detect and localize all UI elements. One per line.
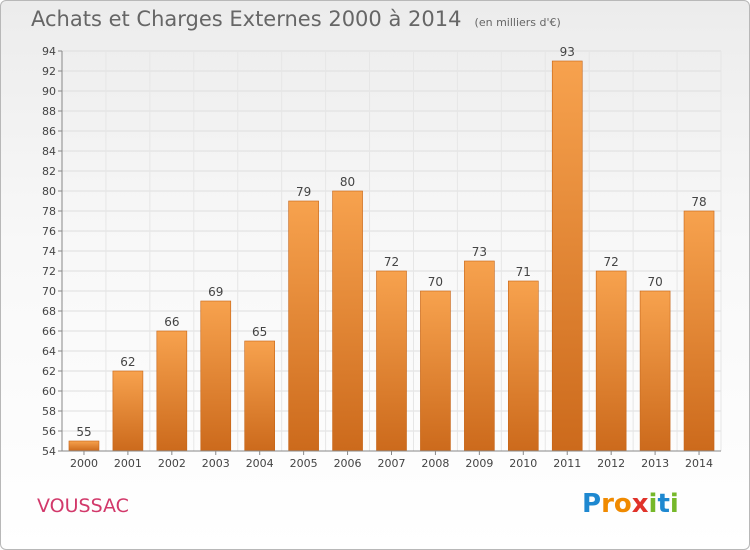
proxiti-logo: Proxiti xyxy=(582,489,679,519)
chart-title: Achats et Charges Externes 2000 à 2014 xyxy=(31,7,462,31)
y-tick-label: 78 xyxy=(42,205,56,218)
bar xyxy=(68,440,100,452)
y-tick-label: 76 xyxy=(42,225,56,238)
y-tick-label: 70 xyxy=(42,285,56,298)
value-label: 71 xyxy=(516,265,531,279)
chart-unit: (en milliers d'€) xyxy=(474,16,561,29)
y-tick-label: 74 xyxy=(42,245,56,258)
value-label: 79 xyxy=(296,185,311,199)
x-tick-label: 2014 xyxy=(685,457,713,470)
y-tick-label: 86 xyxy=(42,125,56,138)
y-tick-label: 72 xyxy=(42,265,56,278)
y-tick-label: 84 xyxy=(42,145,56,158)
bar-layer xyxy=(68,60,715,452)
bar xyxy=(420,290,451,452)
bar xyxy=(507,280,539,452)
x-tick-label: 2009 xyxy=(465,457,493,470)
x-tick-label: 2008 xyxy=(421,457,449,470)
y-tick-label: 90 xyxy=(42,85,56,98)
y-tick-label: 58 xyxy=(42,405,56,418)
value-label: 66 xyxy=(164,315,179,329)
bar xyxy=(244,340,275,452)
value-label: 70 xyxy=(647,275,662,289)
x-tick-label: 2007 xyxy=(378,457,406,470)
bar xyxy=(376,270,407,452)
logo-letter: t xyxy=(657,489,670,519)
value-label: 70 xyxy=(428,275,443,289)
y-tick-label: 60 xyxy=(42,385,56,398)
logo-letter: x xyxy=(631,489,649,519)
bar xyxy=(595,270,627,452)
value-label: 55 xyxy=(76,425,91,439)
y-tick-label: 80 xyxy=(42,185,56,198)
bar xyxy=(639,290,671,452)
commune-name: VOUSSAC xyxy=(37,495,129,517)
x-tick-label: 2013 xyxy=(641,457,669,470)
y-tick-label: 64 xyxy=(42,345,56,358)
x-tick-label: 2002 xyxy=(158,457,186,470)
axis-layer: 54 56 58 60 62 64 66 68 70 72 74 76 78 80 82 84 86 88 90 92… xyxy=(42,45,721,470)
bar xyxy=(683,210,715,452)
value-label: 72 xyxy=(384,255,399,269)
x-tick-label: 2005 xyxy=(290,457,318,470)
bar xyxy=(288,200,319,452)
logo-letter: i xyxy=(669,489,679,519)
x-tick-label: 2012 xyxy=(597,457,625,470)
y-tick-label: 88 xyxy=(42,105,56,118)
x-tick-label: 2006 xyxy=(334,457,362,470)
y-tick-label: 66 xyxy=(42,325,56,338)
value-label: 65 xyxy=(252,325,267,339)
x-tick-label: 2003 xyxy=(202,457,230,470)
value-label: 72 xyxy=(604,255,619,269)
bar xyxy=(332,190,363,452)
y-tick-label: 94 xyxy=(42,45,56,58)
logo-letter: i xyxy=(648,489,658,519)
x-tick-label: 2000 xyxy=(70,457,98,470)
bar xyxy=(200,300,232,452)
x-tick-label: 2004 xyxy=(246,457,274,470)
value-label: 73 xyxy=(472,245,487,259)
value-label: 80 xyxy=(340,175,355,189)
x-tick-label: 2001 xyxy=(114,457,142,470)
value-label: 62 xyxy=(120,355,135,369)
logo-letter: o xyxy=(613,489,632,519)
x-tick-label: 2010 xyxy=(509,457,537,470)
bar xyxy=(112,370,144,452)
x-tick-label: 2011 xyxy=(553,457,581,470)
bar xyxy=(156,330,188,452)
y-tick-label: 68 xyxy=(42,305,56,318)
value-label: 69 xyxy=(208,285,223,299)
logo-letter: P xyxy=(582,489,602,519)
y-tick-label: 54 xyxy=(42,445,56,458)
y-tick-label: 92 xyxy=(42,65,56,78)
logo-letter: r xyxy=(601,489,614,519)
y-tick-label: 62 xyxy=(42,365,56,378)
bar xyxy=(551,60,583,452)
y-tick-label: 56 xyxy=(42,425,56,438)
y-tick-label: 82 xyxy=(42,165,56,178)
value-label: 93 xyxy=(560,45,575,59)
value-label: 78 xyxy=(691,195,706,209)
chart-header: Achats et Charges Externes 2000 à 2014 (… xyxy=(31,7,561,31)
bar xyxy=(464,260,495,452)
